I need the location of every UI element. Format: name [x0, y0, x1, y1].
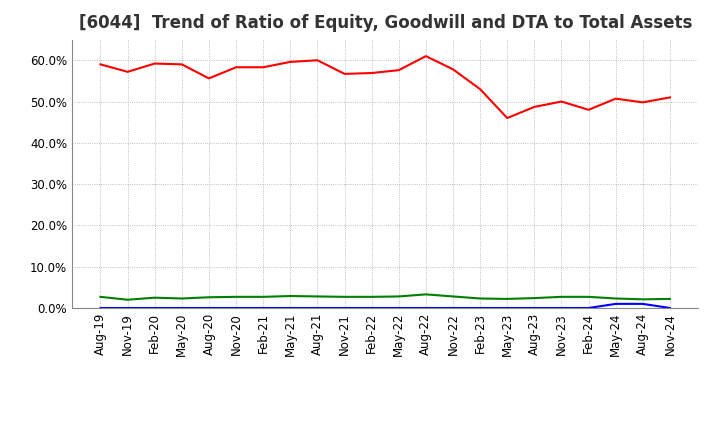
Equity [313, 58, 322, 63]
Equity [584, 107, 593, 113]
Goodwill [204, 305, 213, 311]
Deferred Tax Assets [421, 292, 430, 297]
Equity [557, 99, 566, 104]
Equity [476, 87, 485, 92]
Equity [639, 100, 647, 105]
Equity [96, 62, 105, 67]
Goodwill [96, 305, 105, 311]
Goodwill [232, 305, 240, 311]
Equity [665, 95, 674, 100]
Deferred Tax Assets [341, 294, 349, 300]
Goodwill [259, 305, 268, 311]
Goodwill [123, 305, 132, 311]
Goodwill [286, 305, 294, 311]
Goodwill [395, 305, 403, 311]
Goodwill [639, 301, 647, 307]
Equity [395, 67, 403, 73]
Goodwill [476, 305, 485, 311]
Deferred Tax Assets [584, 294, 593, 300]
Line: Deferred Tax Assets: Deferred Tax Assets [101, 294, 670, 300]
Goodwill [367, 305, 376, 311]
Deferred Tax Assets [557, 294, 566, 300]
Deferred Tax Assets [286, 293, 294, 299]
Equity [449, 67, 457, 72]
Deferred Tax Assets [367, 294, 376, 300]
Line: Equity: Equity [101, 56, 670, 118]
Goodwill [449, 305, 457, 311]
Deferred Tax Assets [665, 296, 674, 301]
Goodwill [530, 305, 539, 311]
Goodwill [150, 305, 159, 311]
Goodwill [557, 305, 566, 311]
Goodwill [665, 305, 674, 311]
Goodwill [611, 301, 620, 307]
Deferred Tax Assets [178, 296, 186, 301]
Deferred Tax Assets [123, 297, 132, 302]
Equity [178, 62, 186, 67]
Deferred Tax Assets [395, 294, 403, 299]
Goodwill [421, 305, 430, 311]
Equity [123, 69, 132, 74]
Deferred Tax Assets [150, 295, 159, 301]
Deferred Tax Assets [611, 296, 620, 301]
Deferred Tax Assets [96, 294, 105, 300]
Goodwill [313, 305, 322, 311]
Equity [232, 65, 240, 70]
Deferred Tax Assets [503, 296, 511, 301]
Line: Goodwill: Goodwill [101, 304, 670, 308]
Deferred Tax Assets [639, 297, 647, 302]
Deferred Tax Assets [476, 296, 485, 301]
Equity [259, 65, 268, 70]
Equity [421, 54, 430, 59]
Equity [611, 96, 620, 101]
Equity [150, 61, 159, 66]
Deferred Tax Assets [232, 294, 240, 300]
Equity [341, 71, 349, 77]
Equity [367, 70, 376, 76]
Goodwill [584, 305, 593, 311]
Deferred Tax Assets [530, 295, 539, 301]
Title: [6044]  Trend of Ratio of Equity, Goodwill and DTA to Total Assets: [6044] Trend of Ratio of Equity, Goodwil… [78, 15, 692, 33]
Deferred Tax Assets [449, 294, 457, 299]
Equity [530, 104, 539, 110]
Goodwill [178, 305, 186, 311]
Equity [286, 59, 294, 65]
Equity [503, 115, 511, 121]
Deferred Tax Assets [313, 294, 322, 299]
Equity [204, 76, 213, 81]
Deferred Tax Assets [259, 294, 268, 300]
Deferred Tax Assets [204, 295, 213, 300]
Goodwill [503, 305, 511, 311]
Goodwill [341, 305, 349, 311]
